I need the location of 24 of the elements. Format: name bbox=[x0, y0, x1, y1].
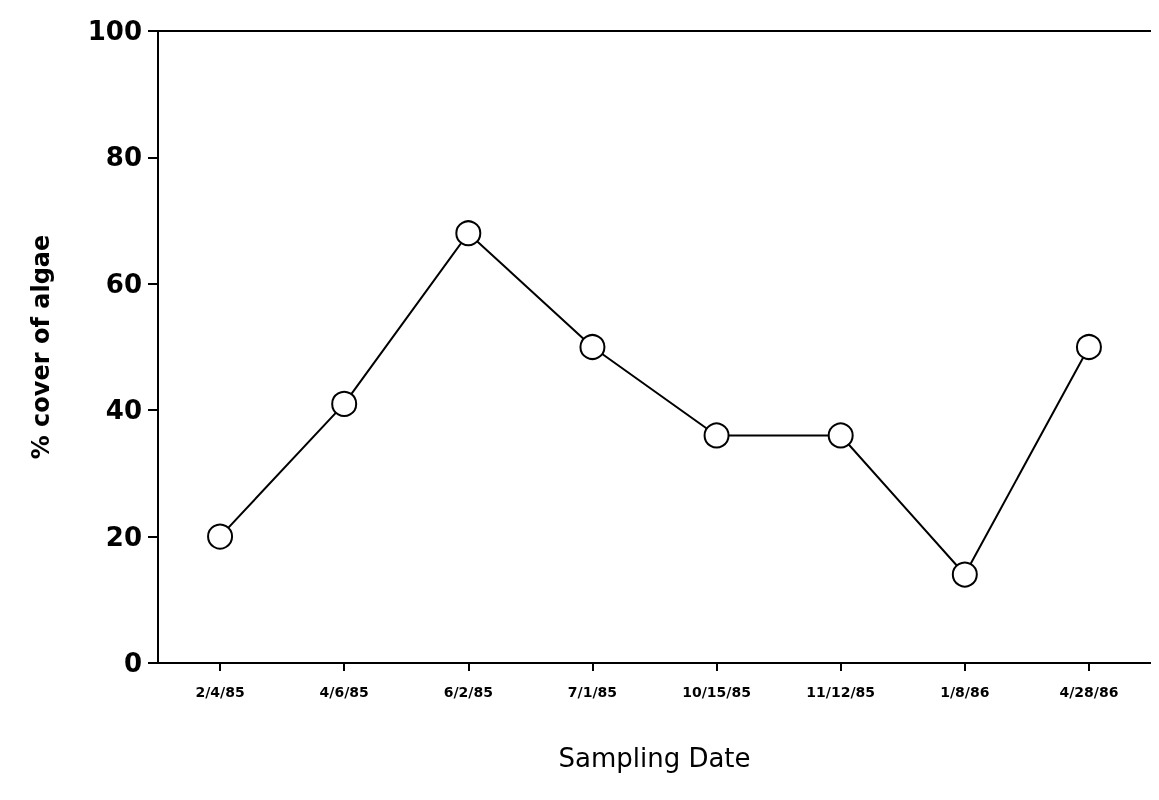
x-tick-label: 4/6/85 bbox=[319, 684, 369, 700]
point bbox=[827, 422, 854, 449]
y-tick-label: 20 bbox=[105, 521, 142, 552]
x-tick-label: 10/15/85 bbox=[682, 684, 751, 700]
x-axis-title: Sampling Date bbox=[558, 743, 751, 773]
y-tick-label: 60 bbox=[105, 268, 142, 299]
x-tick-label: 11/12/85 bbox=[806, 684, 876, 700]
point bbox=[951, 561, 978, 588]
point bbox=[1075, 334, 1102, 360]
y-axis-title: % cover of algae bbox=[27, 234, 55, 460]
x-tick-label: 7/1/85 bbox=[567, 684, 618, 700]
point bbox=[207, 523, 234, 550]
point bbox=[579, 334, 606, 360]
x-tick-label: 4/28/86 bbox=[1059, 684, 1119, 700]
y-tick-label: 100 bbox=[87, 16, 142, 46]
point bbox=[703, 422, 730, 449]
x-tick-label: 1/8/86 bbox=[940, 684, 990, 700]
point bbox=[331, 390, 358, 417]
x-tick-label: 2/4/85 bbox=[195, 684, 245, 700]
point bbox=[455, 220, 482, 247]
y-tick-label: 80 bbox=[105, 142, 142, 173]
y-tick-label: 0 bbox=[123, 648, 142, 678]
y-tick-label: 40 bbox=[105, 395, 142, 426]
x-tick-label: 6/2/85 bbox=[443, 684, 493, 700]
